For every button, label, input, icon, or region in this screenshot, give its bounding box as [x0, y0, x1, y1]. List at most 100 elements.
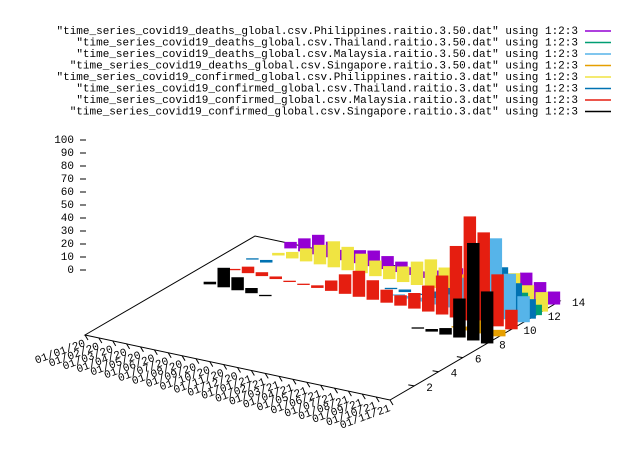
bar	[493, 329, 506, 337]
y-tick-label: 8	[499, 340, 506, 352]
y-tick-label: 2	[426, 383, 433, 395]
bar	[384, 287, 398, 290]
y-tick-label: 10	[523, 326, 536, 338]
z-tick-label: 0	[67, 265, 74, 277]
bar	[517, 296, 530, 323]
z-tick-label: 70	[61, 174, 74, 186]
bar	[355, 253, 368, 274]
bar	[410, 261, 424, 286]
bar	[338, 274, 352, 294]
bar	[272, 252, 285, 256]
bar	[269, 276, 282, 280]
bar	[467, 242, 480, 341]
legend-label: "time_series_covid19_confirmed_global.cs…	[70, 106, 578, 118]
z-tick-label: 10	[61, 252, 74, 264]
bar	[392, 294, 406, 296]
bar	[439, 328, 452, 335]
legend-label: "time_series_covid19_deaths_global.csv.S…	[70, 60, 578, 72]
x-tick	[347, 390, 352, 397]
bar	[203, 281, 217, 285]
bar	[327, 241, 341, 268]
bar	[480, 291, 494, 344]
x-tick	[375, 396, 380, 403]
bar	[366, 280, 380, 300]
bar	[297, 283, 310, 285]
bar	[422, 285, 435, 312]
x-tick	[195, 358, 200, 364]
bar	[383, 266, 396, 280]
bar	[259, 259, 273, 263]
bar	[394, 295, 407, 306]
bar	[380, 289, 393, 303]
bar	[547, 291, 561, 305]
y-tick-label: 4	[451, 369, 458, 381]
x-tick	[140, 346, 144, 353]
bar	[341, 246, 354, 271]
bar	[505, 309, 518, 330]
bar	[227, 268, 241, 271]
bar	[425, 329, 438, 332]
bar	[408, 293, 421, 309]
x-tick	[389, 399, 394, 406]
x-tick	[223, 364, 228, 370]
bar	[217, 267, 230, 288]
z-tick-label: 90	[61, 148, 74, 160]
bar	[424, 259, 438, 288]
z-tick-label: 50	[61, 200, 74, 212]
bar	[311, 285, 324, 288]
x-tick	[361, 393, 366, 400]
x-tick	[126, 343, 131, 350]
bar	[245, 288, 258, 294]
bar	[396, 266, 410, 283]
x-tick	[181, 355, 186, 361]
z-tick-label: 30	[61, 226, 74, 238]
z-tick-label: 40	[61, 213, 74, 225]
y-tick-label: 6	[475, 354, 482, 366]
y-tick-label: 12	[548, 312, 561, 324]
bar	[286, 251, 299, 259]
bar	[246, 258, 259, 260]
bar	[313, 244, 327, 265]
bar	[369, 260, 382, 277]
bar	[435, 275, 449, 315]
x-tick	[209, 361, 214, 367]
bar	[299, 248, 313, 262]
bar	[283, 280, 296, 283]
x-tick	[167, 352, 172, 358]
legend-label: "time_series_covid19_confirmed_global.cs…	[76, 95, 578, 107]
bar	[255, 272, 269, 277]
legend-label: "time_series_covid19_deaths_global.csv.M…	[76, 49, 578, 61]
bar	[411, 327, 425, 329]
x-tick	[84, 334, 89, 341]
x-tick	[278, 376, 283, 382]
bar	[259, 294, 272, 297]
bar	[231, 277, 244, 291]
z-tick-label: 80	[61, 161, 74, 173]
bar	[491, 274, 504, 327]
legend-label: "time_series_covid19_confirmed_global.cs…	[57, 72, 579, 84]
z-tick-label: 60	[61, 187, 74, 199]
x-tick	[153, 349, 158, 356]
y-tick-label: 14	[572, 298, 586, 310]
bar	[453, 298, 466, 338]
bar	[298, 238, 311, 252]
y-tick	[432, 370, 439, 373]
x-tick	[320, 384, 325, 391]
bar	[381, 256, 394, 270]
y-tick	[408, 384, 415, 387]
z-tick-label: 20	[61, 239, 74, 251]
bar	[324, 280, 338, 291]
legend-label: "time_series_covid19_deaths_global.csv.P…	[57, 26, 579, 38]
x-tick	[292, 379, 297, 385]
x-tick	[306, 382, 311, 388]
x-tick	[334, 387, 338, 394]
bar	[503, 273, 516, 320]
y-tick	[456, 356, 463, 359]
x-tick	[112, 340, 117, 347]
bar	[352, 270, 366, 297]
bar	[241, 266, 255, 274]
x-tick	[237, 367, 241, 373]
x-tick	[264, 373, 269, 379]
